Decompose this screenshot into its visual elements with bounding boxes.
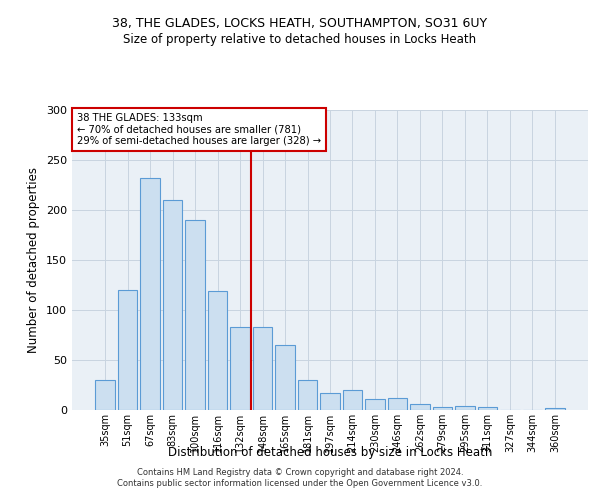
Bar	[208, 291, 227, 410]
Text: 38 THE GLADES: 133sqm
← 70% of detached houses are smaller (781)
29% of semi-det: 38 THE GLADES: 133sqm ← 70% of detached …	[77, 113, 321, 146]
Bar	[298, 380, 317, 410]
Bar	[388, 398, 407, 410]
Bar	[455, 406, 475, 410]
Bar	[478, 407, 497, 410]
Text: 38, THE GLADES, LOCKS HEATH, SOUTHAMPTON, SO31 6UY: 38, THE GLADES, LOCKS HEATH, SOUTHAMPTON…	[112, 18, 488, 30]
Bar	[253, 327, 272, 410]
Bar	[95, 380, 115, 410]
Y-axis label: Number of detached properties: Number of detached properties	[28, 167, 40, 353]
Text: Size of property relative to detached houses in Locks Heath: Size of property relative to detached ho…	[124, 32, 476, 46]
Text: Contains HM Land Registry data © Crown copyright and database right 2024.
Contai: Contains HM Land Registry data © Crown c…	[118, 468, 482, 487]
Bar	[275, 345, 295, 410]
Bar	[163, 200, 182, 410]
Bar	[140, 178, 160, 410]
Bar	[433, 407, 452, 410]
Text: Distribution of detached houses by size in Locks Heath: Distribution of detached houses by size …	[168, 446, 492, 459]
Bar	[343, 390, 362, 410]
Bar	[230, 327, 250, 410]
Bar	[545, 408, 565, 410]
Bar	[410, 404, 430, 410]
Bar	[118, 290, 137, 410]
Bar	[320, 393, 340, 410]
Bar	[365, 399, 385, 410]
Bar	[185, 220, 205, 410]
